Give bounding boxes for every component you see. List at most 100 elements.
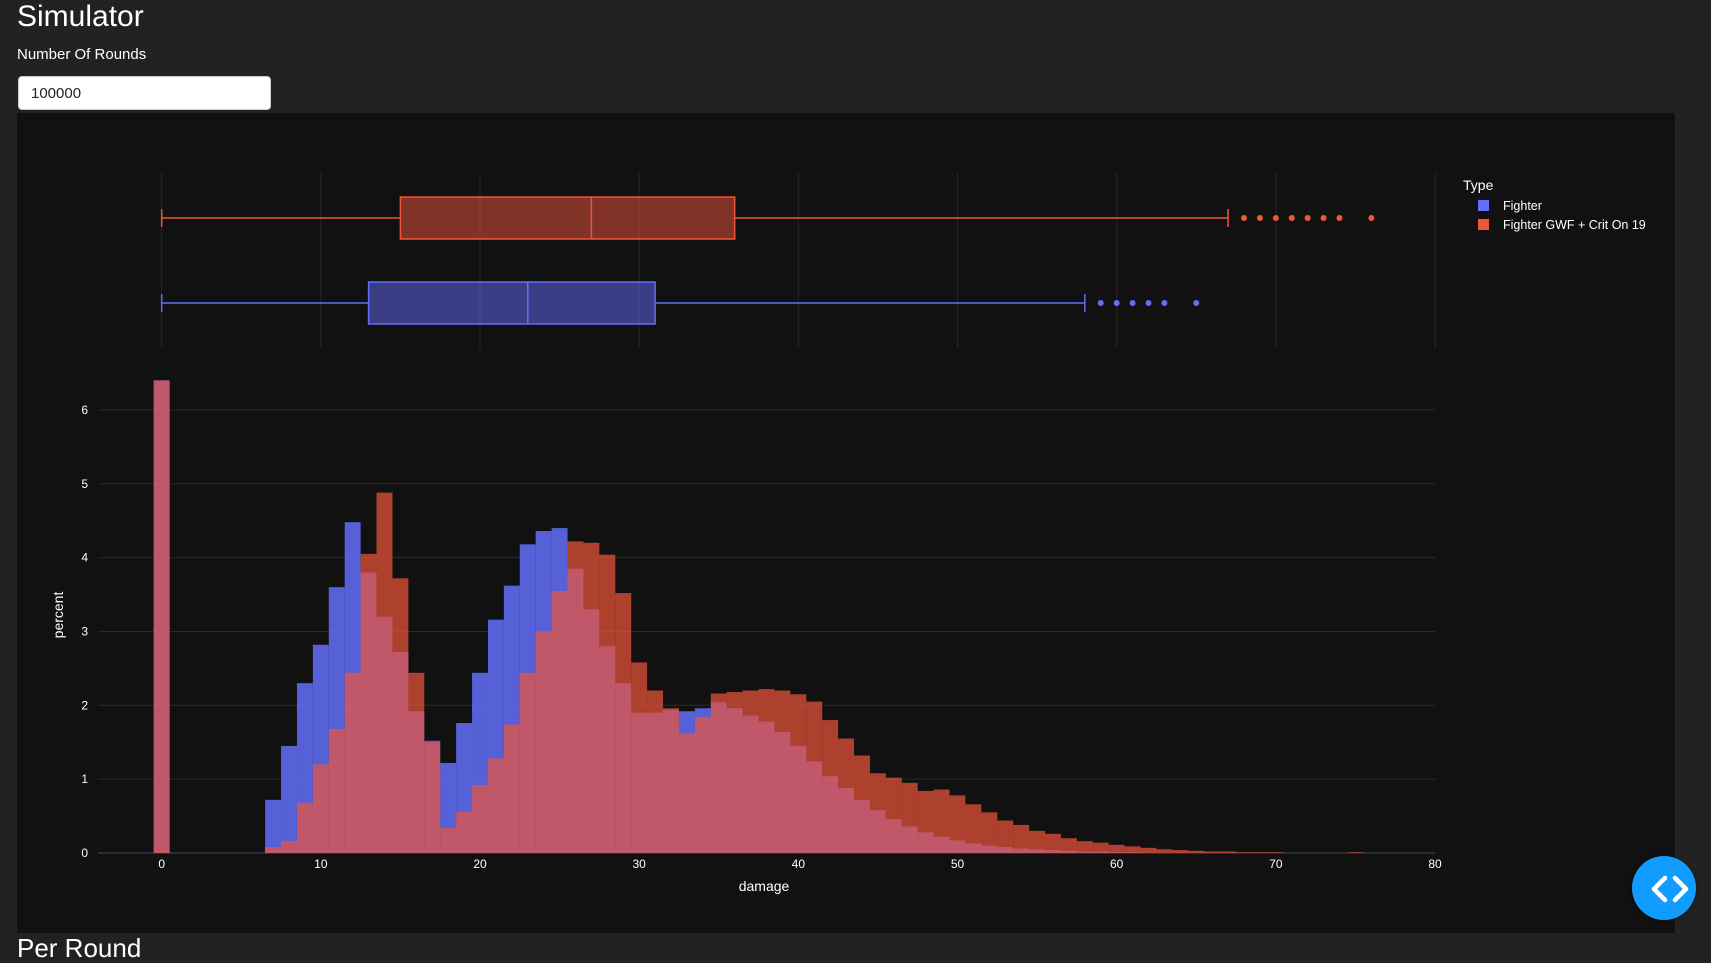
box-plot-1 — [160, 196, 1375, 240]
box-outlier-point — [1161, 300, 1168, 306]
y-tick-label: 3 — [81, 624, 88, 638]
histogram-bar — [933, 789, 950, 853]
y-tick-label: 4 — [81, 551, 88, 565]
histogram-bar — [1045, 833, 1061, 853]
histogram-bar — [376, 492, 393, 853]
box-outlier-point — [1256, 215, 1263, 221]
histogram-bar — [1251, 852, 1268, 853]
histogram-bar — [981, 812, 998, 853]
rounds-label: Number Of Rounds — [17, 46, 147, 63]
legend-title: Type — [1463, 177, 1494, 193]
box-body — [367, 281, 656, 325]
x-tick-label: 60 — [1110, 857, 1124, 871]
histogram-bar — [631, 662, 648, 853]
box-plot-0 — [160, 281, 1200, 325]
x-tick-label: 0 — [158, 857, 165, 871]
histogram-bar — [1156, 849, 1173, 853]
box-outlier-point — [1113, 300, 1120, 306]
histogram-bar — [1172, 850, 1189, 853]
histogram-bar — [917, 790, 934, 853]
legend-item-fighter[interactable]: Fighter — [1478, 199, 1542, 213]
histogram-bar — [153, 380, 170, 853]
histogram-bar — [806, 701, 823, 853]
histogram-bar — [265, 847, 282, 853]
histogram-bar — [1013, 824, 1030, 853]
histogram-bar — [519, 672, 536, 853]
box-outlier-point — [1193, 300, 1200, 306]
histogram-bar — [1220, 851, 1237, 853]
histogram-bar — [822, 720, 839, 853]
x-tick-label: 10 — [314, 857, 328, 871]
debug-menu-button[interactable] — [1632, 856, 1696, 920]
y-tick-label: 5 — [81, 477, 88, 491]
rounds-input[interactable] — [18, 76, 271, 110]
histogram-bar — [1124, 846, 1141, 853]
histogram-bar — [472, 785, 488, 853]
box-outlier-point — [1304, 215, 1311, 221]
histogram-bar — [392, 578, 409, 853]
box-outlier-point — [1097, 300, 1104, 306]
code-icon — [1651, 875, 1689, 903]
histogram-bar — [901, 782, 918, 853]
y-tick-label: 0 — [81, 846, 88, 860]
histogram-bar — [854, 755, 870, 853]
box-layer — [160, 196, 1375, 325]
histogram-bar — [344, 672, 361, 853]
histogram-bar — [424, 742, 441, 853]
histogram-bar — [1267, 852, 1284, 853]
histogram-bar — [758, 689, 775, 853]
histogram-bar — [440, 827, 457, 853]
histogram-bar — [869, 773, 886, 853]
histogram-bar — [265, 799, 282, 853]
legend-label-fighter: Fighter — [1503, 199, 1542, 213]
legend-item-gwf[interactable]: Fighter GWF + Crit On 19 — [1478, 218, 1646, 232]
histogram-bar — [1060, 838, 1077, 853]
box-outlier-point — [1320, 215, 1327, 221]
histogram-bar — [408, 672, 425, 853]
histogram-bar — [965, 804, 982, 853]
histogram-bar — [678, 733, 695, 853]
y-tick-label: 6 — [81, 403, 88, 417]
box-outlier-point — [1145, 300, 1152, 306]
box-outlier-point — [1129, 300, 1136, 306]
histogram-bar — [1347, 852, 1364, 853]
legend-swatch-fighter — [1478, 200, 1489, 211]
x-tick-label: 80 — [1428, 857, 1442, 871]
histogram-bar — [599, 554, 616, 853]
histogram-bar — [487, 758, 504, 853]
histogram-bar — [1188, 850, 1205, 853]
section-heading-per-round: Per Round — [17, 933, 142, 963]
histogram-bar — [1029, 830, 1046, 853]
histogram-series-1 — [153, 380, 1364, 853]
plot-area: 0 1 2 3 4 5 6 0 10 20 30 40 50 60 70 80 damage percent … — [17, 113, 1675, 933]
y-axis-label: percent — [50, 592, 66, 639]
histogram-bar — [1076, 841, 1093, 853]
histogram-bar — [551, 590, 568, 853]
page-title: Simulator — [17, 0, 144, 33]
box-outlier-point — [1368, 215, 1375, 221]
histogram-bar — [312, 764, 329, 853]
legend-swatch-gwf — [1478, 219, 1489, 230]
box-outlier-point — [1272, 215, 1279, 221]
histogram-bar — [1236, 852, 1252, 853]
histogram-bar — [360, 553, 377, 853]
legend-label-gwf: Fighter GWF + Crit On 19 — [1503, 218, 1646, 232]
histogram-bar — [949, 795, 966, 853]
x-tick-label: 30 — [632, 857, 646, 871]
histogram-bar — [774, 690, 791, 853]
x-axis-label: damage — [739, 878, 790, 894]
histogram-bar — [281, 841, 297, 853]
box-outlier-point — [1241, 215, 1247, 221]
histogram-bar — [503, 724, 520, 853]
histogram-bar — [1204, 851, 1221, 853]
histogram-bar — [1108, 844, 1125, 853]
y-tick-label: 1 — [81, 772, 88, 786]
x-tick-label: 70 — [1269, 857, 1283, 871]
histogram-bar — [663, 708, 679, 853]
box-outlier-point — [1288, 215, 1295, 221]
histogram-bar — [1140, 847, 1157, 853]
histogram-bar — [296, 802, 313, 853]
histogram-bar — [838, 738, 855, 853]
histogram-bar — [790, 694, 807, 853]
